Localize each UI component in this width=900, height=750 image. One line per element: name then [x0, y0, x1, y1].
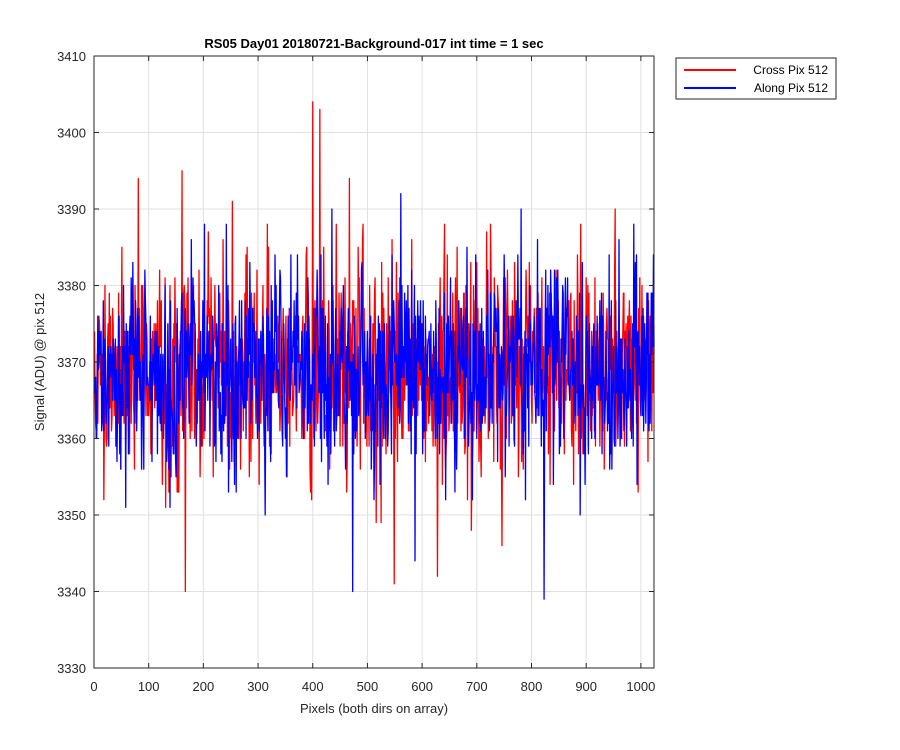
y-tick-label: 3330: [57, 661, 86, 676]
y-tick-label: 3340: [57, 585, 86, 600]
x-tick-label: 700: [466, 679, 488, 694]
x-axis-label: Pixels (both dirs on array): [300, 701, 448, 716]
x-tick-label: 0: [90, 679, 97, 694]
x-tick-label: 800: [521, 679, 543, 694]
y-tick-label: 3390: [57, 202, 86, 217]
y-tick-label: 3400: [57, 126, 86, 141]
y-tick-label: 3370: [57, 355, 86, 370]
x-tick-label: 500: [357, 679, 379, 694]
x-tick-label: 600: [411, 679, 433, 694]
legend: Cross Pix 512 Along Pix 512: [676, 58, 836, 99]
x-tick-label: 100: [138, 679, 160, 694]
x-tick-label: 300: [247, 679, 269, 694]
legend-label-cross: Cross Pix 512: [753, 63, 828, 77]
y-tick-label: 3360: [57, 432, 86, 447]
x-tick-label: 200: [193, 679, 215, 694]
chart-title: RS05 Day01 20180721-Background-017 int t…: [204, 36, 543, 51]
x-tick-label: 400: [302, 679, 324, 694]
y-tick-label: 3350: [57, 508, 86, 523]
y-tick-label: 3410: [57, 49, 86, 64]
y-tick-label: 3380: [57, 279, 86, 294]
legend-label-along: Along Pix 512: [754, 81, 828, 95]
x-tick-label: 1000: [626, 679, 655, 694]
x-tick-label: 900: [575, 679, 597, 694]
y-axis-label: Signal (ADU) @ pix 512: [32, 293, 47, 431]
